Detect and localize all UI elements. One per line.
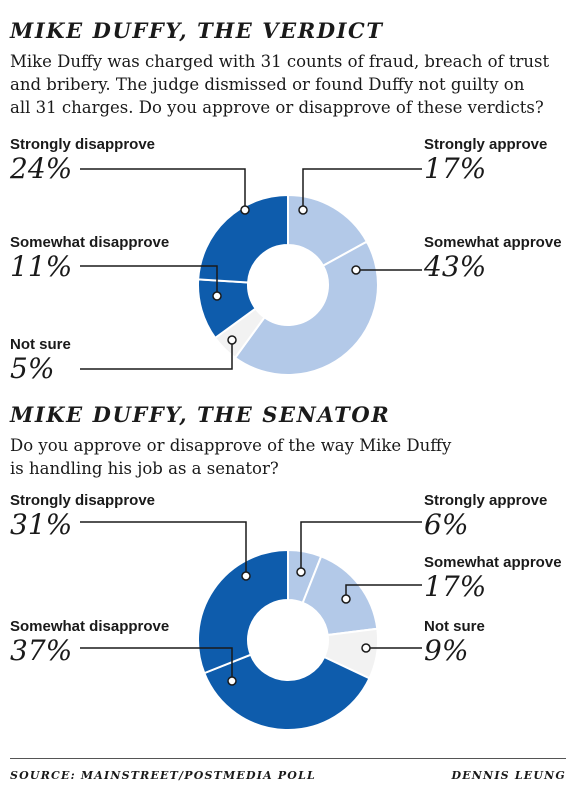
leader-line-somewhat-disapprove xyxy=(80,265,218,296)
chart-2-donut xyxy=(80,521,422,731)
chart-2-pct-somewhat-approve: 17% xyxy=(424,570,487,603)
chart-1-pct-not-sure: 5% xyxy=(10,352,55,385)
chart-1-label-strongly-disapprove: Strongly disapprove xyxy=(10,136,156,153)
leader-line-not-sure xyxy=(80,340,233,370)
chart-1-pct-somewhat-disapprove: 11% xyxy=(10,250,73,283)
leader-dot-not-sure xyxy=(361,643,371,653)
chart-1-pct-strongly-approve: 17% xyxy=(424,152,487,185)
leader-line-strongly-approve xyxy=(300,521,422,572)
chart-2-pct-somewhat-disapprove: 37% xyxy=(10,634,73,667)
leader-dot-strongly-disapprove xyxy=(240,205,250,215)
chart-1-label-strongly-approve: Strongly approve xyxy=(424,136,548,153)
chart-2-pct-not-sure: 9% xyxy=(424,634,469,667)
leader-dot-strongly-approve xyxy=(298,205,308,215)
footer-credit: DENNIS LEUNG xyxy=(451,769,566,782)
chart-2-label-not-sure: Not sure xyxy=(424,618,485,635)
chart-1-donut xyxy=(80,168,422,376)
leader-dot-somewhat-approve xyxy=(351,265,361,275)
chart-2-pct-strongly-disapprove: 31% xyxy=(10,508,73,541)
chart-2-label-somewhat-disapprove: Somewhat disapprove xyxy=(10,618,170,635)
chart-2-question: Do you approve or disapprove of the way … xyxy=(10,436,452,478)
chart-2-label-somewhat-approve: Somewhat approve xyxy=(424,554,562,571)
chart-1-label-not-sure: Not sure xyxy=(10,336,71,353)
slice-somewhat-disapprove xyxy=(203,653,371,731)
chart-1-pct-somewhat-approve: 43% xyxy=(424,250,487,283)
chart-2-pct-strongly-approve: 6% xyxy=(424,508,469,541)
chart-2-title: MIKE DUFFY, THE SENATOR xyxy=(10,402,391,427)
leader-dot-somewhat-disapprove xyxy=(212,291,222,301)
chart-1-label-somewhat-approve: Somewhat approve xyxy=(424,234,562,251)
leader-dot-strongly-disapprove xyxy=(241,571,251,581)
footer-rule xyxy=(10,758,566,759)
chart-1-label-somewhat-disapprove: Somewhat disapprove xyxy=(10,234,170,251)
chart-2-label-strongly-approve: Strongly approve xyxy=(424,492,548,509)
leader-dot-strongly-approve xyxy=(296,567,306,577)
leader-line-somewhat-disapprove xyxy=(80,647,233,681)
leader-line-strongly-disapprove xyxy=(80,168,246,210)
leader-line-strongly-disapprove xyxy=(80,521,247,576)
leader-dot-somewhat-disapprove xyxy=(227,676,237,686)
slice-strongly-disapprove xyxy=(197,548,289,675)
leader-dot-somewhat-approve xyxy=(341,594,351,604)
slice-somewhat-approve xyxy=(233,240,379,376)
chart-1-pct-strongly-disapprove: 24% xyxy=(10,152,73,185)
leader-line-strongly-approve xyxy=(302,168,422,210)
chart-1-question: Mike Duffy was charged with 31 counts of… xyxy=(10,52,550,117)
footer-source: SOURCE: MAINSTREET/POSTMEDIA POLL xyxy=(10,769,316,782)
leader-dot-not-sure xyxy=(227,335,237,345)
chart-2-label-strongly-disapprove: Strongly disapprove xyxy=(10,492,156,509)
slice-strongly-disapprove xyxy=(197,193,289,284)
chart-1-title: MIKE DUFFY, THE VERDICT xyxy=(10,18,384,43)
